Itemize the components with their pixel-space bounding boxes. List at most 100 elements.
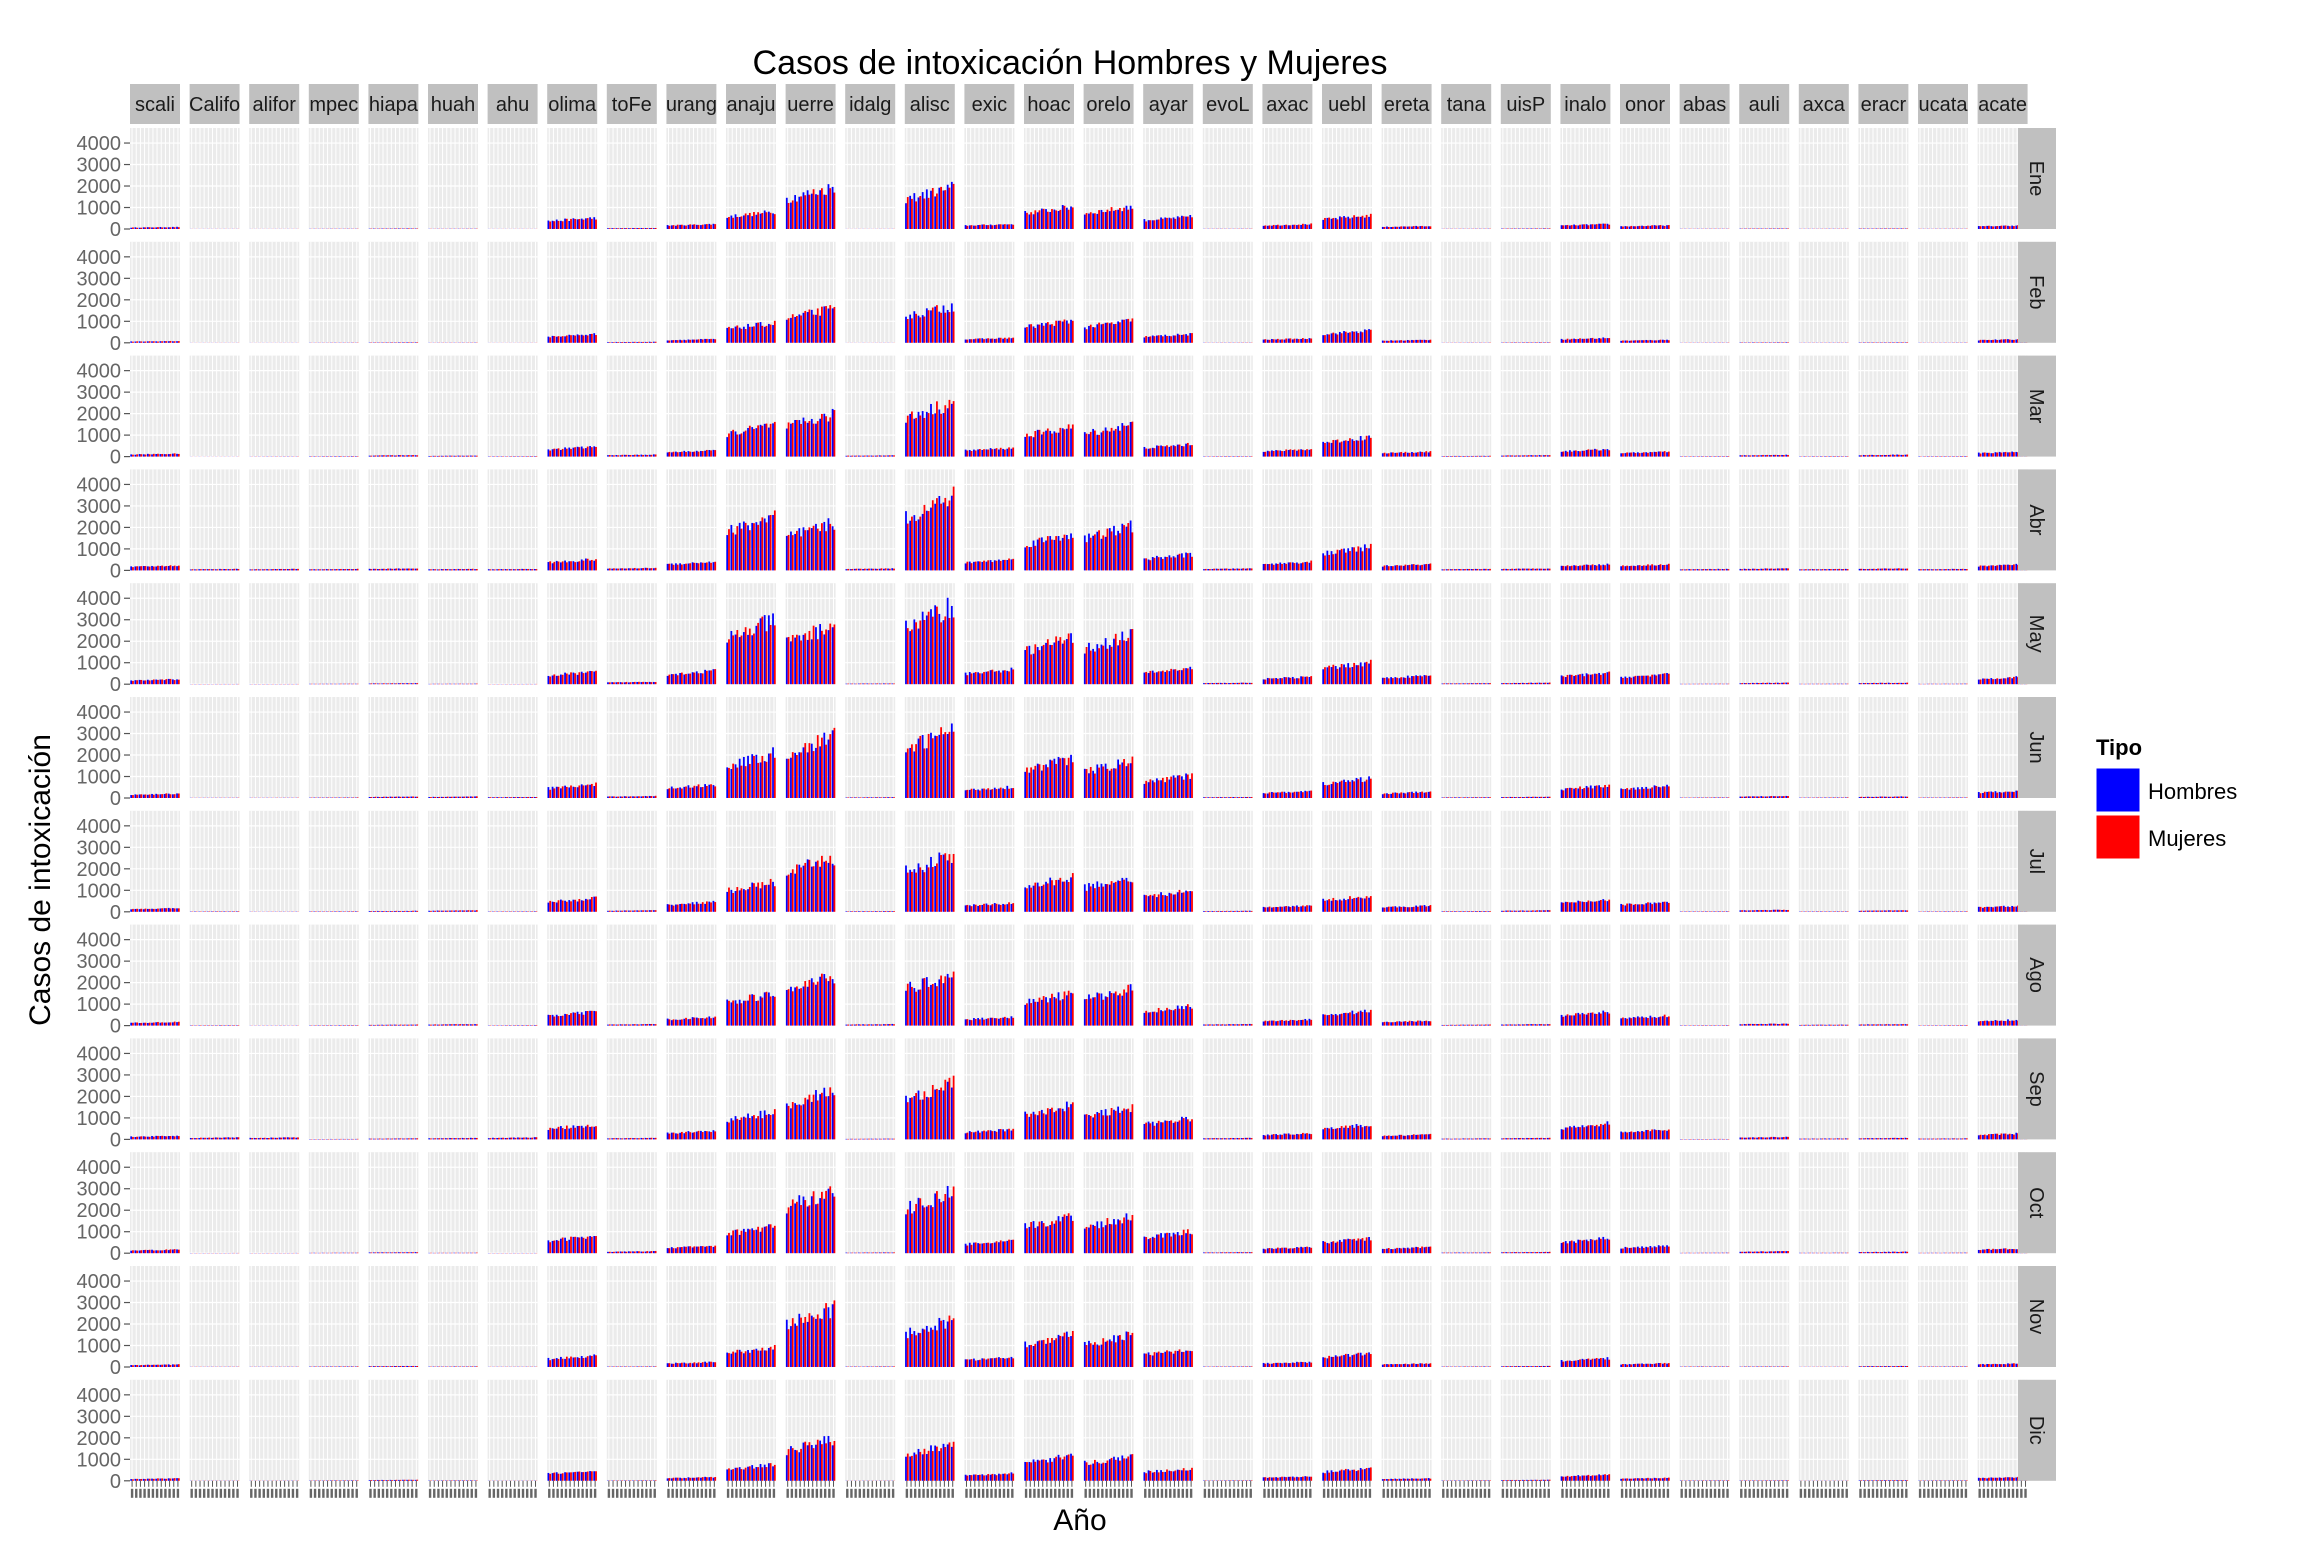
bar-hombres — [645, 342, 647, 343]
bar-mujeres — [792, 200, 794, 229]
bar-hombres — [1058, 433, 1060, 457]
bar-hombres — [172, 341, 174, 343]
bar-mujeres — [646, 342, 648, 343]
facet-panel — [1143, 469, 1193, 570]
bar-mujeres — [792, 314, 794, 343]
bar-mujeres — [817, 308, 819, 342]
bar-hombres — [909, 521, 911, 571]
bar-hombres — [1109, 528, 1111, 570]
bar-mujeres — [583, 335, 585, 342]
bar-hombres — [981, 562, 983, 570]
bar-hombres — [577, 447, 579, 457]
bar-mujeres — [834, 193, 836, 229]
bar-hombres — [406, 455, 408, 456]
bar-mujeres — [693, 224, 695, 229]
bar-mujeres — [1384, 227, 1386, 229]
bar-hombres — [807, 190, 809, 229]
bar-mujeres — [1277, 450, 1279, 456]
bar-mujeres — [796, 531, 798, 571]
bar-mujeres — [1592, 450, 1594, 457]
bar-hombres — [1428, 452, 1430, 456]
bar-mujeres — [1754, 455, 1756, 456]
bar-mujeres — [1158, 557, 1160, 570]
bar-mujeres — [1012, 225, 1014, 229]
bar-hombres — [739, 434, 741, 456]
bar-hombres — [1382, 227, 1384, 229]
bar-mujeres — [515, 569, 517, 570]
facet-panel — [190, 128, 240, 229]
bar-hombres — [449, 569, 451, 570]
bar-mujeres — [519, 569, 521, 570]
bar-hombres — [794, 317, 796, 343]
bar-hombres — [1620, 341, 1622, 343]
bar-hombres — [866, 569, 868, 571]
facet-panel — [428, 128, 478, 229]
bar-mujeres — [1337, 440, 1339, 457]
bar-mujeres — [928, 198, 930, 229]
bar-mujeres — [2013, 226, 2015, 229]
bar-mujeres — [809, 421, 811, 457]
bar-mujeres — [821, 307, 823, 343]
bar-mujeres — [749, 426, 751, 457]
bar-mujeres — [936, 401, 938, 456]
bar-hombres — [1300, 563, 1302, 570]
bar-hombres — [905, 423, 907, 457]
bar-mujeres — [1417, 340, 1419, 343]
bar-mujeres — [1413, 226, 1415, 229]
bar-hombres — [1875, 455, 1877, 456]
bar-hombres — [164, 566, 166, 570]
bar-hombres — [730, 525, 732, 570]
facet-panel — [1143, 356, 1193, 457]
bar-hombres — [786, 536, 788, 570]
bar-hombres — [938, 409, 940, 456]
bar-mujeres — [1984, 340, 1986, 343]
bar-mujeres — [685, 452, 687, 457]
bar-hombres — [1292, 450, 1294, 457]
bar-mujeres — [1341, 217, 1343, 229]
bar-mujeres — [404, 455, 406, 456]
bar-hombres — [704, 563, 706, 571]
bar-hombres — [1279, 563, 1281, 571]
bar-mujeres — [1187, 553, 1189, 570]
bar-mujeres — [1034, 431, 1036, 457]
facet-panel — [1501, 242, 1551, 343]
bar-mujeres — [1596, 224, 1598, 229]
bar-mujeres — [889, 455, 891, 456]
bar-mujeres — [1421, 226, 1423, 229]
bar-mujeres — [1043, 326, 1045, 343]
bar-mujeres — [996, 561, 998, 571]
bar-hombres — [219, 569, 221, 571]
bar-hombres — [1144, 219, 1146, 229]
bar-mujeres — [825, 195, 827, 229]
bar-mujeres — [928, 413, 930, 457]
bar-hombres — [1148, 449, 1150, 457]
bar-mujeres — [1600, 224, 1602, 229]
bar-mujeres — [1996, 340, 1998, 343]
bar-mujeres — [1890, 455, 1892, 457]
bar-mujeres — [983, 339, 985, 343]
bar-hombres — [227, 569, 229, 570]
bar-mujeres — [468, 456, 470, 457]
bar-hombres — [918, 316, 920, 343]
facet-panel — [726, 128, 776, 229]
bar-hombres — [1773, 455, 1775, 457]
bar-hombres — [581, 447, 583, 457]
bar-mujeres — [677, 452, 679, 456]
bar-hombres — [790, 203, 792, 229]
bar-mujeres — [1132, 422, 1134, 457]
bar-mujeres — [1302, 450, 1304, 457]
bar-mujeres — [788, 422, 790, 456]
bar-mujeres — [1396, 227, 1398, 229]
bar-hombres — [1130, 521, 1132, 571]
bar-hombres — [1454, 456, 1456, 457]
bar-mujeres — [1881, 455, 1883, 457]
bar-hombres — [1185, 217, 1187, 229]
bar-hombres — [768, 324, 770, 343]
facet-panel — [666, 128, 716, 229]
bar-hombres — [1573, 451, 1575, 457]
bar-hombres — [373, 456, 375, 457]
bar-hombres — [632, 568, 634, 570]
bar-hombres — [1586, 450, 1588, 457]
bar-hombres — [581, 219, 583, 229]
bar-hombres — [653, 568, 655, 570]
